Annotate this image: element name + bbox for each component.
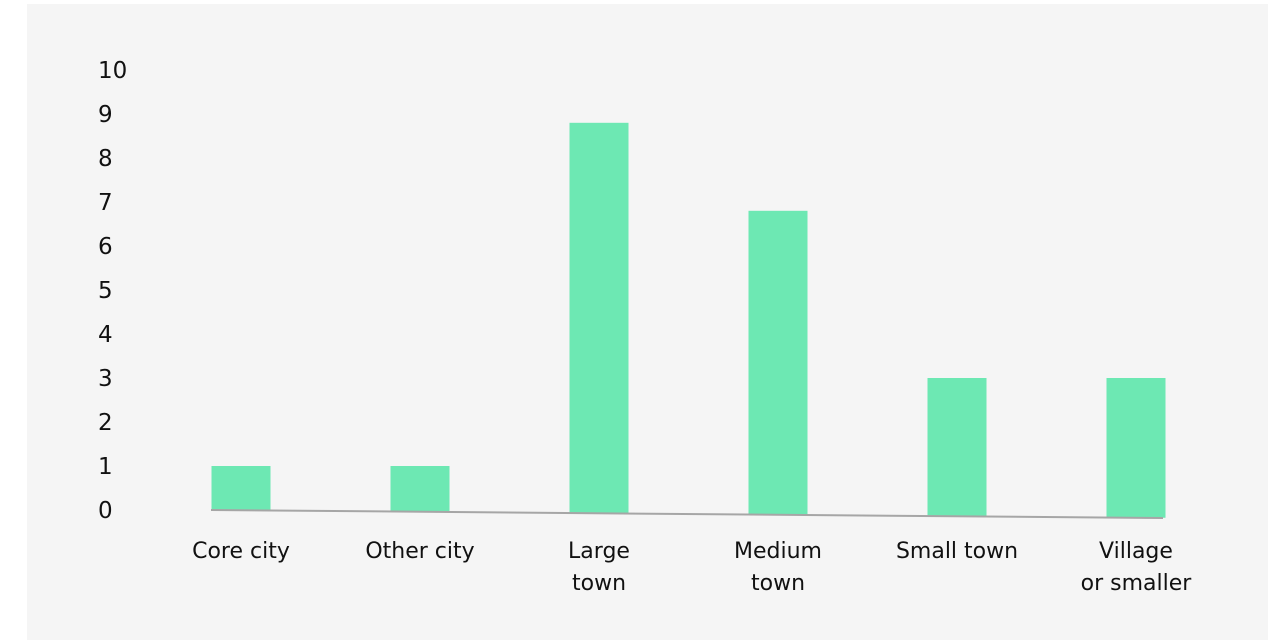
- x-category-label-line: Large: [568, 539, 630, 564]
- x-axis-line: [210, 509, 1164, 519]
- x-category-label: Large town: [568, 539, 630, 596]
- x-category-label: Small town: [896, 539, 1018, 564]
- y-tick-label: 1: [98, 454, 113, 480]
- x-category-label-line: Medium: [734, 539, 822, 564]
- x-category-label-line: Small town: [896, 539, 1018, 564]
- y-tick-label: 6: [98, 234, 113, 260]
- x-category-label: Medium town: [734, 539, 822, 596]
- x-category-label: Village or smaller: [1081, 539, 1193, 596]
- chart-panel: [27, 4, 1268, 640]
- x-category-label-line: Other city: [365, 539, 474, 564]
- x-category-label: Other city: [365, 539, 474, 564]
- y-tick-label: 0: [98, 498, 113, 524]
- bars: [211, 122, 1166, 518]
- y-tick-label: 8: [98, 146, 113, 172]
- bar: [748, 210, 808, 515]
- x-category-label: Core city: [192, 539, 290, 564]
- bar: [211, 466, 271, 511]
- x-category-label-line: or smaller: [1081, 571, 1193, 596]
- x-category-label-line: town: [572, 571, 626, 596]
- x-category-label-line: town: [751, 571, 805, 596]
- y-tick-label: 5: [98, 278, 113, 304]
- bar: [1106, 378, 1166, 518]
- bar: [569, 122, 629, 514]
- x-category-label-line: Village: [1099, 539, 1173, 564]
- bar: [390, 466, 450, 512]
- y-tick-label: 3: [98, 366, 113, 392]
- bar: [927, 378, 987, 517]
- y-axis-ticks: 0 1 2 3 4 5 6 7 8 9 10: [98, 58, 127, 524]
- x-category-label-line: Core city: [192, 539, 290, 564]
- y-tick-label: 2: [98, 410, 113, 436]
- y-tick-label: 4: [98, 322, 113, 348]
- y-tick-label: 9: [98, 102, 113, 128]
- y-tick-label: 7: [98, 190, 113, 216]
- y-tick-label: 10: [98, 58, 127, 84]
- x-axis-labels: Core city Other city Large town Medium town Sm…: [192, 539, 1192, 596]
